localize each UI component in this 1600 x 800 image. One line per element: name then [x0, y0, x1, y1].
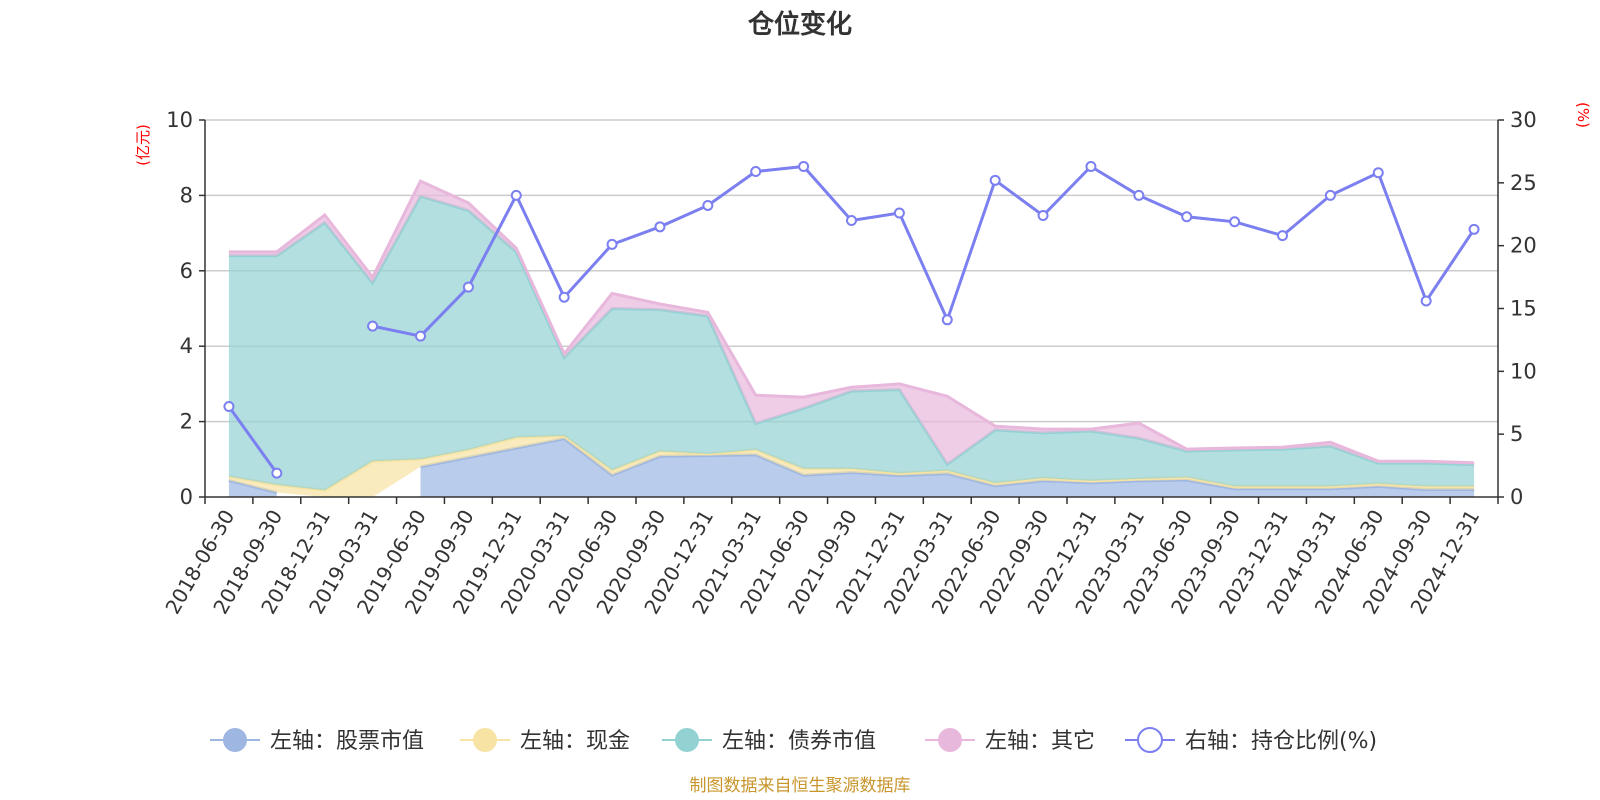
ratio-point: [1037, 210, 1049, 222]
right-tick-label: 25: [1510, 171, 1537, 195]
area-fill: [228, 196, 1475, 491]
ratio-point: [893, 207, 905, 219]
legend: 左轴：股票市值 左轴：现金 左轴：债券市值 左轴：其它 右轴：持仓比例(%): [210, 727, 1377, 754]
legend-marker: [675, 728, 699, 752]
area-edge: [228, 179, 1475, 465]
ratio-point: [702, 199, 714, 211]
ratio-line: [372, 164, 1476, 338]
ratio-point: [606, 238, 618, 250]
legend-label: 右轴：持仓比例(%): [1185, 729, 1377, 754]
ratio-point: [1229, 216, 1241, 228]
right-tick-label: 5: [1510, 422, 1523, 446]
right-tick-label: 30: [1510, 108, 1537, 132]
ratio-point: [415, 330, 426, 342]
right-tick-label: 20: [1510, 234, 1537, 258]
left-tick-label: 0: [180, 485, 193, 509]
left-tick-label: 2: [180, 410, 193, 434]
area-fill: [420, 438, 1475, 497]
legend-marker: [1137, 727, 1163, 753]
ratio-point: [1277, 230, 1288, 242]
legend-marker: [223, 728, 247, 752]
right-tick-label: 15: [1510, 297, 1537, 321]
ratio-point: [989, 174, 1001, 186]
ratio-point: [846, 215, 857, 227]
ratio-point: [462, 281, 474, 293]
ratio-point: [271, 467, 283, 479]
left-tick-label: 10: [166, 108, 193, 132]
ratio-point: [1372, 167, 1384, 179]
area-fill: [228, 435, 1475, 497]
area-series: [228, 179, 1475, 497]
ratio-point: [1324, 189, 1336, 201]
source-note: 制图数据来自恒生聚源数据库: [690, 776, 911, 796]
ratio-point: [1181, 211, 1193, 223]
legend-label: 左轴：现金: [520, 729, 630, 754]
legend-label: 左轴：债券市值: [722, 729, 876, 754]
right-tick-label: 10: [1510, 359, 1537, 383]
ratio-point: [558, 291, 570, 303]
legend-label: 左轴：股票市值: [270, 729, 424, 754]
ratio-point: [1420, 295, 1432, 307]
left-tick-label: 4: [180, 334, 193, 358]
ratio-point: [367, 320, 379, 332]
ratio-point: [941, 314, 953, 326]
right-axis-name: (%): [1574, 102, 1592, 128]
ratio-point: [1468, 223, 1480, 235]
left-tick-label: 8: [180, 183, 193, 207]
legend-marker: [938, 728, 962, 752]
ratio-line-series: [223, 160, 1480, 479]
ratio-point: [750, 166, 762, 178]
legend-marker: [473, 728, 497, 752]
left-axis-name: (亿元): [134, 124, 152, 166]
ratio-point: [798, 160, 810, 172]
legend-label: 左轴：其它: [985, 729, 1095, 754]
chart-title: 仓位变化: [747, 9, 852, 40]
ratio-point: [1133, 189, 1145, 201]
ratio-point: [1085, 160, 1097, 172]
ratio-point: [510, 189, 522, 201]
ratio-point: [654, 221, 666, 233]
right-tick-label: 0: [1510, 485, 1523, 509]
left-tick-label: 6: [180, 259, 193, 283]
ratio-point: [223, 401, 235, 413]
ratio-line: [227, 405, 279, 474]
